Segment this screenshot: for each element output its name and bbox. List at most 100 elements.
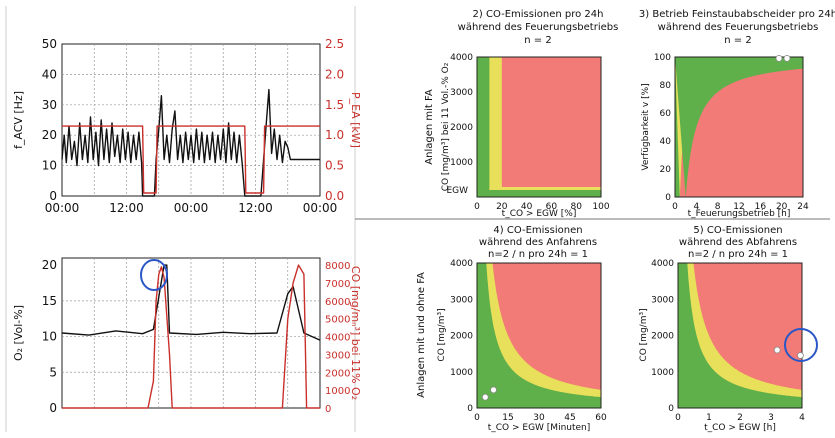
points [773, 346, 804, 359]
x-tick-label: 12:00 [109, 201, 144, 215]
y-tick-label: 0 [665, 193, 671, 203]
x-tick-label: 60 [546, 202, 558, 212]
tick-labels: 0 10 20 30 40 50 0.0 0.5 1.0 1.5 2.0 2.5 00:00 12:00 0… [42, 37, 344, 215]
panel-frequency-power: 0 10 20 30 40 50 0.0 0.5 1.0 1.5 2.0 2.5 00:00 12:00 0… [12, 37, 362, 215]
data-point [775, 55, 783, 62]
x-tick-label: 0 [672, 202, 678, 212]
y-tick-label: 3000 [450, 295, 473, 305]
x-tick-label: 00:00 [174, 201, 209, 215]
y-left-tick-label: 30 [42, 98, 57, 112]
y-tick-label: 2000 [450, 332, 473, 342]
data-point [783, 55, 791, 62]
y-tick-label: 100 [654, 53, 671, 63]
tick-labels: 0 1 2 3 4 0 1000 2000 3000 4000 [651, 259, 805, 423]
y-right-label: P_EA [kW] [349, 92, 362, 148]
y-left-label: f_ACV [Hz] [12, 91, 25, 149]
y-right-tick-label: 3000 [325, 350, 350, 361]
y-right-tick-label: 7000 [325, 279, 350, 290]
y-left-tick-label: 40 [42, 67, 57, 81]
y-right-tick-label: 8000 [325, 261, 350, 272]
y-left-tick-label: 10 [42, 330, 57, 344]
x-tick-label: 20 [776, 202, 788, 212]
x-tick-label: 12:00 [238, 201, 273, 215]
y-tick-label: 60 [660, 109, 672, 119]
x-tick-label: 30 [533, 413, 545, 423]
y-axis-label: CO [mg/m³] [639, 308, 649, 361]
regions [675, 57, 803, 197]
region-green [477, 263, 601, 408]
x-tick-label: 60 [595, 413, 607, 423]
highlight-ellipse [140, 259, 168, 291]
regions [678, 263, 802, 408]
y-right-tick-label: 2000 [325, 368, 350, 379]
y-axis-label: CO [mg/m³] bei 11 Vol.-% O₂ [441, 62, 451, 191]
y-left-tick-label: 10 [42, 159, 57, 173]
x-axis-label: t_CO > EGW [%] [502, 209, 577, 219]
points [775, 55, 791, 62]
tick-labels: 0 4 8 12 16 20 24 0 20 40 60 80 100 [654, 53, 809, 212]
data-point [481, 393, 489, 401]
y-right-tick-label: 2.5 [325, 37, 344, 51]
y-tick-label: 1000 [450, 158, 473, 168]
y-tick-label: 80 [660, 81, 672, 91]
x-tick-label: 45 [564, 413, 575, 423]
x-tick-label: 40 [521, 202, 533, 212]
x-tick-label: 16 [755, 202, 767, 212]
plot-frame [677, 262, 803, 409]
x-tick-label: 20 [496, 202, 508, 212]
panel-co-emissions-operation: 2) CO-Emissionen pro 24h während des Feue… [424, 9, 618, 219]
plot-frame [476, 56, 602, 198]
series-group [61, 88, 320, 197]
y-right-tick-label: 1.5 [325, 98, 344, 112]
region-green-low [477, 190, 601, 197]
data-point [797, 352, 804, 359]
x-tick-label: 80 [570, 202, 582, 212]
region-green [678, 263, 802, 408]
y-left-tick-label: 50 [42, 37, 57, 51]
plot-frame [674, 56, 804, 198]
y-right-tick-label: 5000 [325, 315, 350, 326]
x-tick-label: 2 [737, 413, 743, 423]
x-tick-label: 100 [592, 202, 609, 212]
points [481, 386, 497, 401]
highlight-ellipse [784, 328, 818, 362]
y-right-tick-label: 1000 [325, 386, 350, 397]
region-green [675, 57, 803, 197]
x-tick-label: 24 [797, 202, 809, 212]
y-left-tick-label: 20 [42, 258, 57, 272]
tick-labels: 0 5 10 15 20 0 1000 2000 3000 4000 5000 6000 7000 800… [42, 258, 351, 415]
y-left-tick-label: 20 [42, 128, 57, 142]
series-line [61, 88, 320, 197]
series-group [61, 264, 321, 409]
regions [477, 263, 601, 408]
x-axis-label: t_CO > EGW [h] [704, 423, 776, 433]
data-point [490, 386, 497, 394]
x-tick-label: 15 [502, 413, 513, 423]
chart-title: 5) CO-Emissionen während des Abfahrens n=2… [679, 225, 797, 260]
y-tick-label: 1000 [651, 368, 674, 378]
y-right-tick-label: 0.0 [325, 189, 344, 203]
panel-co-startup: 4) CO-Emissionen während des Anfahrens n=2… [416, 225, 607, 433]
x-tick-label: 0 [474, 202, 480, 212]
y-tick-label: 4000 [450, 259, 473, 269]
chart-title: 4) CO-Emissionen während des Anfahrens n=2… [479, 225, 597, 260]
data-point [773, 346, 781, 354]
y-left-label: O₂ [Vol-%] [12, 305, 25, 361]
y-left-tick-label: 15 [42, 294, 57, 308]
x-axis-label: t_Feuerungsbetrieb [h] [688, 209, 791, 219]
x-axis-label: t_CO > EGW [Minuten] [488, 423, 591, 433]
y-left-tick-label: 0 [49, 189, 57, 203]
y-tick-label: 40 [660, 137, 672, 147]
x-tick-label: 0 [675, 413, 681, 423]
tick-labels: 0 20 40 60 80 100 1000 2000 3000 4000 [450, 53, 610, 212]
region-green [477, 57, 490, 197]
series-line [61, 264, 321, 341]
y-right-tick-label: 0 [325, 404, 331, 415]
x-tick-label: 4 [693, 202, 699, 212]
grid [62, 258, 320, 408]
x-tick-label: 4 [799, 413, 805, 423]
y-tick-label: 4000 [651, 259, 674, 269]
y-right-tick-label: 6000 [325, 297, 350, 308]
y-tick-label: 3000 [450, 88, 473, 98]
